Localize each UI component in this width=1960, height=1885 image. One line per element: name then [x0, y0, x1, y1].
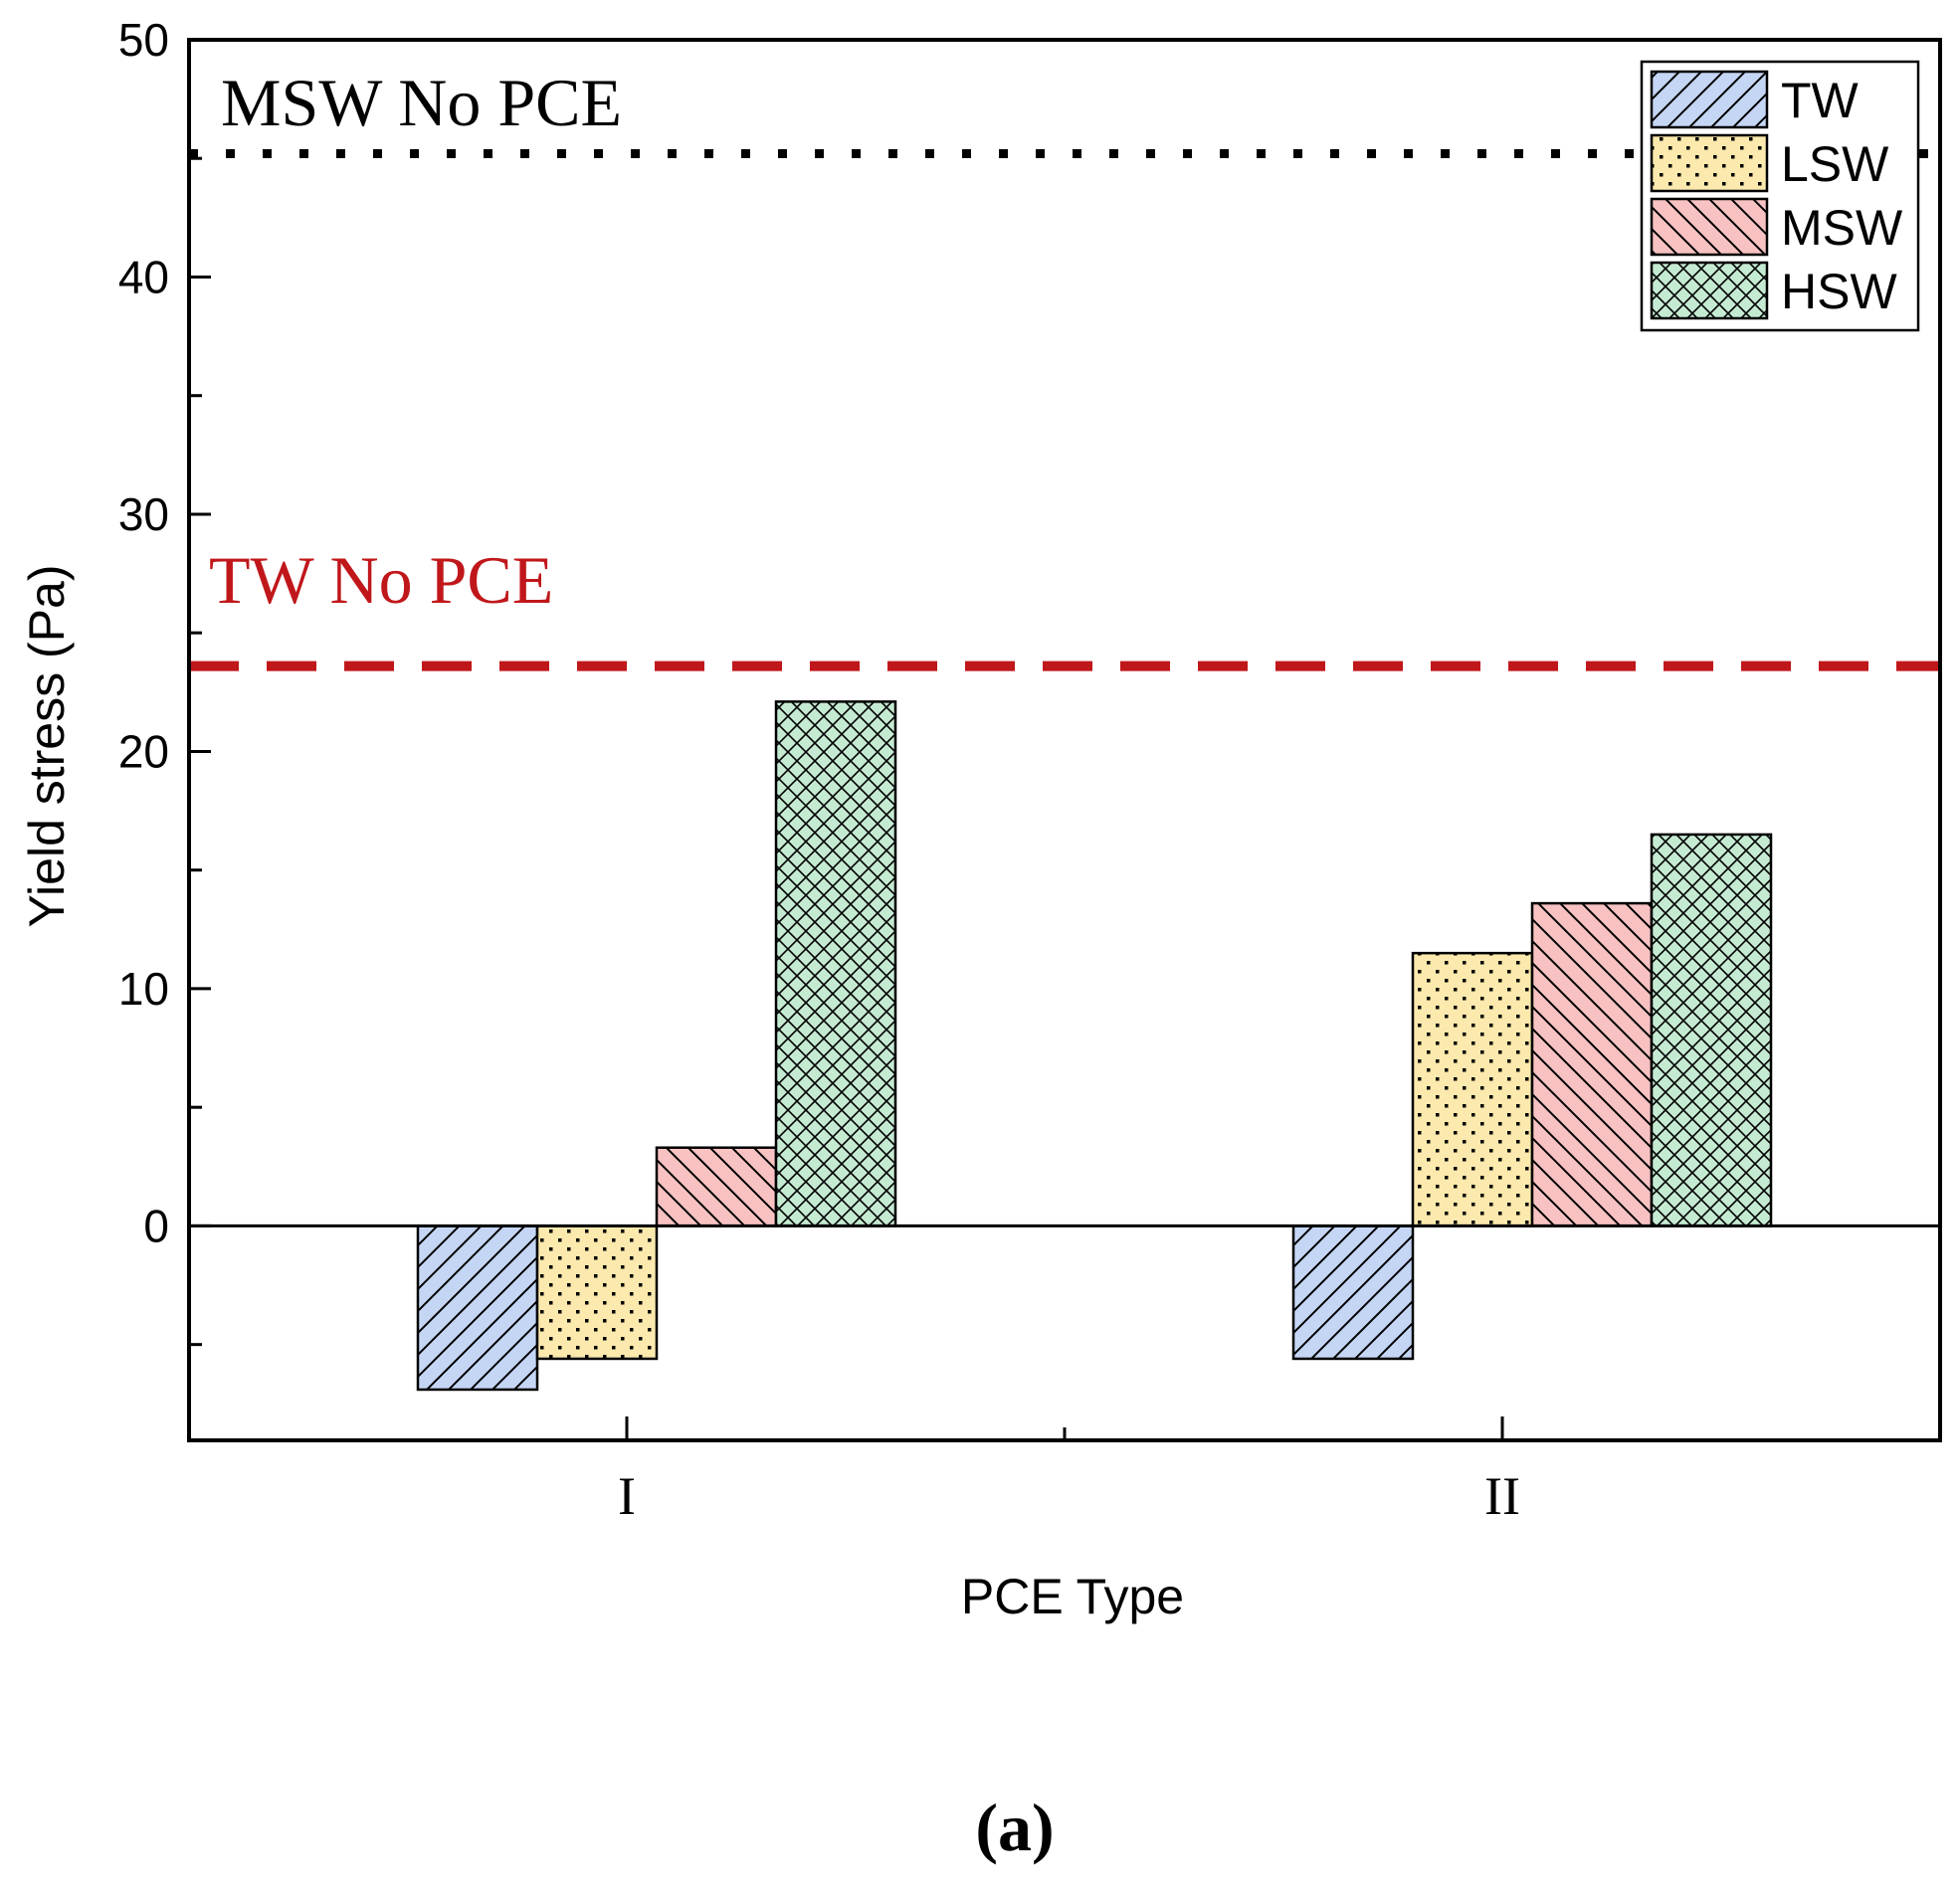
x-tick-label: I [618, 1466, 636, 1526]
bar-lsw-i [535, 1225, 659, 1361]
reference-label-msw: MSW No PCE [221, 65, 622, 140]
x-axis: I II [618, 1416, 1520, 1526]
legend: TW LSW MSW HSW [1640, 60, 1920, 332]
bar-tw-i [416, 1225, 539, 1392]
legend-swatch-lsw [1650, 133, 1769, 193]
x-tick-label: II [1484, 1466, 1520, 1526]
reference-label-tw: TW No PCE [209, 542, 553, 618]
bar-hsw-i [774, 700, 897, 1227]
legend-label-msw: MSW [1781, 200, 1903, 256]
y-tick-label: 20 [118, 725, 169, 777]
y-tick-label: 10 [118, 963, 169, 1015]
bar-hsw-ii [1650, 833, 1773, 1227]
y-tick-label: 30 [118, 488, 169, 540]
legend-label-tw: TW [1781, 73, 1860, 128]
reference-lines: MSW No PCE TW No PCE [189, 65, 1940, 671]
y-tick-label: 50 [118, 14, 169, 66]
x-axis-title: PCE Type [961, 1569, 1184, 1624]
legend-swatch-tw [1650, 70, 1769, 129]
bar-msw-ii [1530, 901, 1654, 1227]
bar-msw-i [655, 1146, 778, 1227]
bars [416, 700, 1773, 1392]
bar-lsw-ii [1411, 951, 1534, 1227]
y-axis-title: Yield stress (Pa) [19, 565, 75, 928]
legend-swatch-msw [1650, 197, 1769, 257]
y-axis: 0 10 20 30 40 50 [118, 14, 211, 1347]
panel-label: (a) [975, 1790, 1054, 1865]
legend-label-hsw: HSW [1781, 264, 1897, 319]
y-tick-label: 40 [118, 251, 169, 302]
bar-tw-ii [1291, 1225, 1415, 1361]
legend-swatch-hsw [1650, 261, 1769, 320]
legend-label-lsw: LSW [1781, 136, 1889, 192]
y-tick-label: 0 [143, 1200, 169, 1251]
